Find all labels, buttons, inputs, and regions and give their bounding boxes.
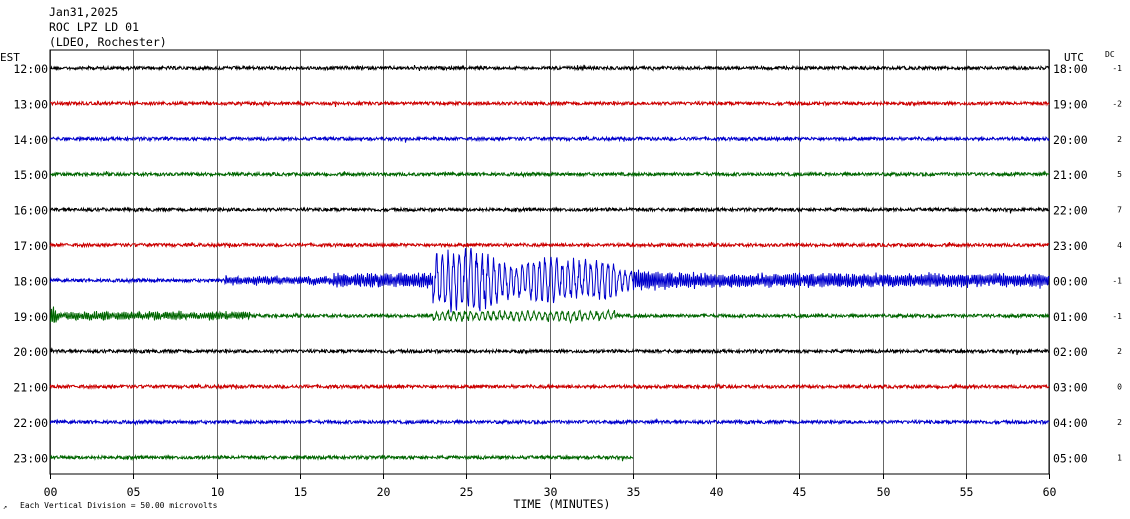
est-hour-label: 15:00 (13, 168, 48, 182)
dc-offset-label: 4 (1117, 241, 1122, 250)
x-tick-label: 60 (1043, 485, 1057, 499)
x-tick-label: 55 (960, 485, 974, 499)
left-timezone-label: EST (0, 51, 20, 64)
est-hour-label: 22:00 (13, 416, 48, 430)
grid (49, 49, 1050, 479)
x-tick-label: 00 (44, 485, 58, 499)
x-tick-label: 35 (627, 485, 641, 499)
est-hour-label: 16:00 (13, 204, 48, 218)
dc-offset-label: 1 (1117, 453, 1122, 462)
est-hour-label: 13:00 (13, 97, 48, 111)
plot-frame (49, 49, 1050, 475)
axis-labels: EST UTC DC TIME (MINUTES) ↗ Each Vertica… (0, 50, 1122, 511)
trace-row-1200 (49, 64, 1050, 72)
utc-hour-label: 00:00 (1053, 274, 1088, 288)
est-hour-label: 18:00 (13, 274, 48, 288)
est-hour-label: 23:00 (13, 451, 48, 465)
utc-hour-label: 19:00 (1053, 97, 1088, 111)
utc-hour-label: 01:00 (1053, 310, 1088, 324)
utc-hour-label: 18:00 (1053, 62, 1088, 76)
est-hour-label: 17:00 (13, 239, 48, 253)
trace-row-1800 (49, 248, 1050, 313)
utc-hour-label: 02:00 (1053, 345, 1088, 359)
dc-header-label: DC (1105, 50, 1115, 59)
right-timezone-label: UTC (1064, 51, 1084, 64)
trace-row-2100 (49, 383, 1050, 391)
dc-offset-label: 5 (1117, 170, 1122, 179)
trace-row-2200 (49, 417, 1050, 427)
utc-hour-label: 20:00 (1053, 133, 1088, 147)
utc-hour-label: 04:00 (1053, 416, 1088, 430)
x-tick-label: 15 (294, 485, 308, 499)
trace-row-1400 (49, 135, 1050, 143)
trace-row-1700 (49, 241, 1050, 249)
utc-hour-label: 23:00 (1053, 239, 1088, 253)
dc-offset-label: -1 (1112, 64, 1122, 73)
utc-hour-label: 05:00 (1053, 451, 1088, 465)
dc-offset-label: -1 (1112, 276, 1122, 285)
trace-row-1300 (49, 99, 1050, 108)
chart-network: (LDEO, Rochester) (49, 35, 167, 49)
x-tick-label: 20 (377, 485, 391, 499)
dc-offset-label: 2 (1117, 418, 1122, 427)
traces (49, 64, 1050, 462)
utc-hour-label: 22:00 (1053, 204, 1088, 218)
dc-offset-label: 0 (1117, 383, 1122, 392)
est-hour-label: 12:00 (13, 62, 48, 76)
trace-row-1900 (50, 306, 1050, 325)
chart-date: Jan31,2025 (49, 5, 119, 19)
est-hour-label: 20:00 (13, 345, 48, 359)
trace-row-2000 (49, 347, 1050, 356)
chart-station: ROC LPZ LD 01 (49, 20, 140, 34)
x-tick-label: 40 (710, 485, 724, 499)
x-tick-label: 45 (793, 485, 807, 499)
x-tick-label: 10 (211, 485, 225, 499)
trace-row-1500 (49, 170, 1050, 179)
dc-offset-label: -2 (1112, 99, 1122, 108)
trace-row-1600 (49, 206, 1049, 214)
x-axis-title: TIME (MINUTES) (514, 497, 611, 511)
dc-offset-label: -1 (1112, 312, 1122, 321)
x-tick-label: 30 (544, 485, 558, 499)
amplitude-icon: ↗ (3, 503, 7, 511)
dc-offset-label: 2 (1117, 135, 1122, 144)
dc-offset-label: 2 (1117, 347, 1122, 356)
dc-offset-label: 7 (1117, 206, 1122, 215)
est-hour-label: 21:00 (13, 381, 48, 395)
x-tick-label: 25 (460, 485, 474, 499)
est-hour-label: 19:00 (13, 310, 48, 324)
trace-row-2300 (49, 453, 634, 462)
est-hour-label: 14:00 (13, 133, 48, 147)
utc-hour-label: 21:00 (1053, 168, 1088, 182)
utc-hour-label: 03:00 (1053, 381, 1088, 395)
x-tick-label: 05 (127, 485, 141, 499)
x-tick-label: 50 (877, 485, 891, 499)
scale-note: Each Vertical Division = 50.00 microvolt… (20, 501, 218, 510)
